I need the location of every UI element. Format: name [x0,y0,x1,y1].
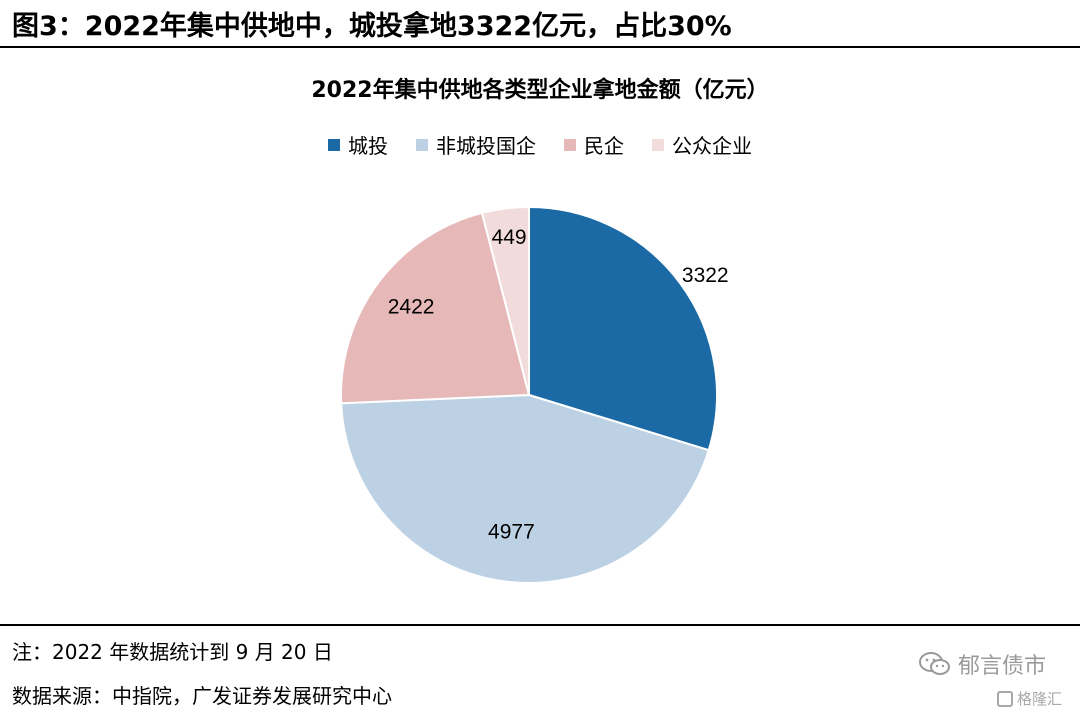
pie-slice [528,205,718,452]
pie-slice [480,205,530,396]
pie-slice [340,393,710,584]
pie-slice [340,211,531,405]
figure-header: 图3：2022年集中供地中，城投拿地3322亿元，占比30% [0,0,1080,48]
legend-swatch [328,138,340,151]
figure-footer: 注：2022 年数据统计到 9 月 20 日 数据来源：中指院，广发证券发展研究… [0,624,1080,715]
legend-label: 公众企业 [672,134,752,158]
legend-label: 城投 [348,134,388,158]
legend-item: 民企 [564,130,624,159]
legend-swatch [652,138,664,151]
figure-source: 数据来源：中指院，广发证券发展研究中心 [12,684,392,708]
legend-item: 城投 [328,130,388,159]
pie-data-label: 449 [492,226,527,249]
pie-data-label: 3322 [682,264,729,287]
pie-chart: 3322 4977 2422 449 [340,205,729,584]
chart-legend: 城投 非城投国企 民企 公众企业 [0,130,1080,159]
legend-swatch [564,138,576,151]
legend-swatch [416,138,428,151]
pie-data-label: 4977 [488,521,535,544]
chart-title: 2022年集中供地各类型企业拿地金额（亿元） [311,78,769,103]
figure-title: 图3：2022年集中供地中，城投拿地3322亿元，占比30% [12,11,732,42]
gelonghui-icon [996,690,1013,707]
figure-note: 注：2022 年数据统计到 9 月 20 日 [12,640,333,664]
legend-label: 民企 [584,134,624,158]
watermark-text: 郁言债市 [957,654,1046,679]
pie-data-label: 2422 [388,295,435,318]
watermark2-text: 格隆汇 [1016,690,1062,708]
wechat-icon [918,652,950,675]
watermark-gelonghui: 格隆汇 [996,688,1062,709]
watermark: 郁言债市 [918,648,1046,680]
legend-item: 公众企业 [652,130,752,159]
chart-area: 2022年集中供地各类型企业拿地金额（亿元） 城投 非城投国企 民企 公众企业 332… [0,50,1080,624]
legend-label: 非城投国企 [436,134,536,158]
legend-item: 非城投国企 [416,130,536,159]
